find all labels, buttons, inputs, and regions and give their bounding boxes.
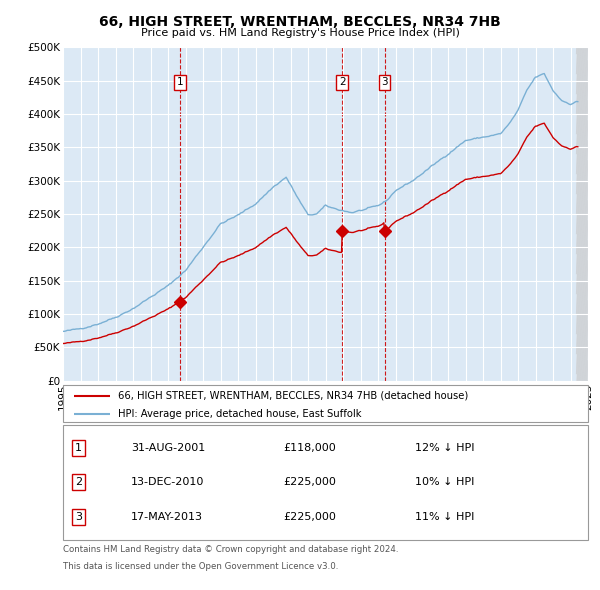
Text: 12% ↓ HPI: 12% ↓ HPI bbox=[415, 443, 474, 453]
Text: 3: 3 bbox=[381, 77, 388, 87]
FancyBboxPatch shape bbox=[63, 385, 588, 422]
Polygon shape bbox=[576, 47, 588, 381]
Text: 2: 2 bbox=[75, 477, 82, 487]
Text: HPI: Average price, detached house, East Suffolk: HPI: Average price, detached house, East… bbox=[118, 409, 362, 419]
Text: £225,000: £225,000 bbox=[284, 512, 337, 522]
Text: £225,000: £225,000 bbox=[284, 477, 337, 487]
FancyBboxPatch shape bbox=[63, 425, 588, 540]
Text: 31-AUG-2001: 31-AUG-2001 bbox=[131, 443, 205, 453]
Text: 3: 3 bbox=[75, 512, 82, 522]
Text: 10% ↓ HPI: 10% ↓ HPI bbox=[415, 477, 474, 487]
Text: Contains HM Land Registry data © Crown copyright and database right 2024.: Contains HM Land Registry data © Crown c… bbox=[63, 545, 398, 553]
Text: Price paid vs. HM Land Registry's House Price Index (HPI): Price paid vs. HM Land Registry's House … bbox=[140, 28, 460, 38]
Text: This data is licensed under the Open Government Licence v3.0.: This data is licensed under the Open Gov… bbox=[63, 562, 338, 571]
Text: 66, HIGH STREET, WRENTHAM, BECCLES, NR34 7HB: 66, HIGH STREET, WRENTHAM, BECCLES, NR34… bbox=[99, 15, 501, 29]
Text: 66, HIGH STREET, WRENTHAM, BECCLES, NR34 7HB (detached house): 66, HIGH STREET, WRENTHAM, BECCLES, NR34… bbox=[118, 391, 469, 401]
Text: 11% ↓ HPI: 11% ↓ HPI bbox=[415, 512, 474, 522]
Text: £118,000: £118,000 bbox=[284, 443, 336, 453]
Text: 1: 1 bbox=[176, 77, 183, 87]
Text: 2: 2 bbox=[339, 77, 346, 87]
Text: 17-MAY-2013: 17-MAY-2013 bbox=[131, 512, 203, 522]
Text: 1: 1 bbox=[75, 443, 82, 453]
Text: 13-DEC-2010: 13-DEC-2010 bbox=[131, 477, 205, 487]
